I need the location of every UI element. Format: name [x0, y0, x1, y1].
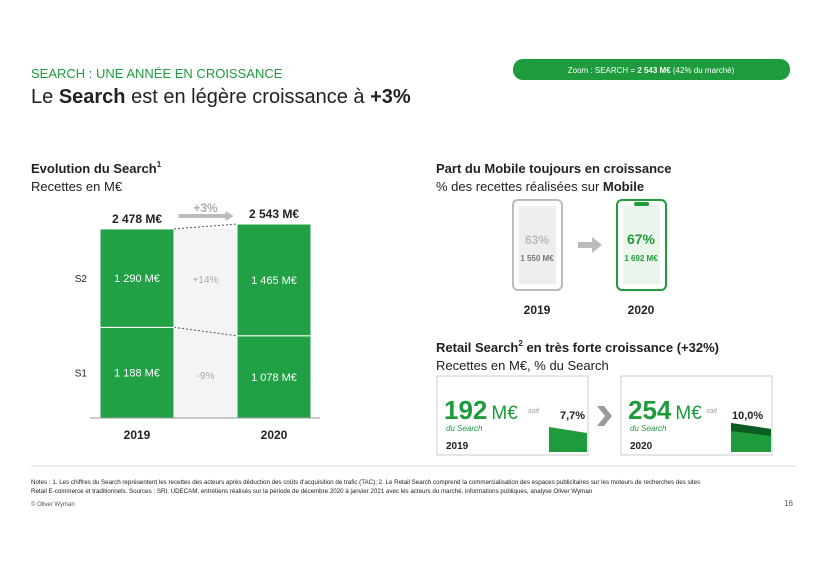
- note-line: Notes : 1. Les chiffres du Search représ…: [31, 479, 700, 486]
- bar-chart: 1 188 M€ 1 078 M€ S1 -9% 1 290 M€ 1 465 M€ S2 +…: [75, 201, 320, 442]
- change-label: +14%: [193, 275, 219, 286]
- copyright: © Oliver Wyman: [31, 501, 75, 508]
- segment-label: 1 188 M€: [114, 368, 160, 380]
- retail-year: 2019: [446, 441, 469, 452]
- retail-label: du Search: [446, 424, 483, 433]
- value: 192: [444, 395, 487, 425]
- retail-share: 7,7%: [560, 410, 585, 422]
- superscript: 1: [157, 160, 162, 169]
- mobile-share: 63%: [525, 233, 549, 247]
- retail-box: 254 M€ soit 10,0% du Search 2020: [620, 375, 773, 456]
- bar-segment: [236, 223, 312, 337]
- unit: M€: [491, 403, 518, 424]
- retail-value: 192 M€: [444, 395, 518, 425]
- gap-band: [174, 228, 237, 418]
- connector: [173, 326, 238, 337]
- segment-label: 1 290 M€: [114, 273, 160, 285]
- zoom-part: (42% du marché): [671, 66, 735, 75]
- page-number: 16: [784, 499, 793, 508]
- unit: M€: [675, 403, 702, 424]
- series-name: S1: [75, 369, 88, 380]
- title-part: +3%: [370, 86, 411, 108]
- kicker: SEARCH : UNE ANNÉE EN CROISSANCE: [31, 66, 283, 81]
- title-part: Search: [59, 86, 126, 108]
- chart-title: Evolution du Search1: [31, 160, 162, 176]
- bar-segment: [99, 228, 175, 328]
- mobile-amount: 1 550 M€: [520, 254, 554, 263]
- zoom-part: 2 543 M€: [637, 66, 671, 75]
- box-graphic: [731, 423, 771, 436]
- zoom-pill: [513, 59, 790, 80]
- title-part: Retail Search: [436, 340, 518, 355]
- chart-title-text: Evolution du Search: [31, 161, 157, 176]
- mobile-share: 67%: [627, 231, 656, 247]
- retail-title: Retail Search2 en très forte croissance …: [436, 339, 719, 355]
- mobile-year: 2020: [628, 303, 655, 317]
- mobile-subtitle: % des recettes réalisées sur Mobile: [436, 179, 644, 194]
- arrow: [578, 237, 602, 253]
- bar-segment: [99, 326, 175, 419]
- retail-year: 2020: [630, 441, 653, 452]
- slide-title: Le Search est en légère croissance à +3%: [31, 86, 411, 108]
- total-arrow: [178, 211, 234, 221]
- total-label: 2 478 M€: [112, 212, 162, 226]
- total-change: +3%: [193, 201, 218, 215]
- note-line: Retail E-commerce et traditionnels. Sour…: [31, 488, 593, 495]
- box-graphic: [549, 427, 587, 452]
- mobile-title: Part du Mobile toujours en croissance: [436, 161, 672, 176]
- mobile-amount: 1 692 M€: [624, 254, 658, 263]
- soit: soit: [706, 408, 718, 415]
- connector: [173, 223, 238, 230]
- subtitle-part: Mobile: [603, 179, 644, 194]
- chevron: [597, 406, 612, 426]
- zoom-part: Zoom : SEARCH =: [568, 66, 638, 75]
- retail-subtitle: Recettes en M€, % du Search: [436, 358, 609, 373]
- segment-label: 1 465 M€: [251, 275, 297, 287]
- superscript: 2: [518, 339, 523, 348]
- retail-box: 192 M€ soit 7,7% du Search 2019: [436, 375, 589, 456]
- category-label: 2019: [124, 428, 151, 442]
- segment-label: 1 078 M€: [251, 372, 297, 384]
- category-label: 2020: [261, 428, 288, 442]
- retail-label: du Search: [630, 424, 667, 433]
- value: 254: [628, 395, 672, 425]
- title-part: en très forte croissance (+32%): [523, 340, 719, 355]
- chart-subtitle: Recettes en M€: [31, 179, 123, 194]
- soit: soit: [528, 408, 540, 415]
- subtitle-part: % des recettes réalisées sur: [436, 179, 603, 194]
- retail-value: 254 M€: [628, 395, 702, 425]
- phone-screen: [623, 206, 660, 284]
- bar-segment: [236, 335, 312, 419]
- zoom-text: Zoom : SEARCH = 2 543 M€ (42% du marché): [568, 66, 735, 75]
- title-part: Le: [31, 86, 59, 108]
- phone-notch: [634, 202, 649, 206]
- total-label: 2 543 M€: [249, 207, 299, 221]
- title-part: est en légère croissance à: [126, 86, 371, 108]
- retail-share: 10,0%: [732, 410, 763, 422]
- series-name: S2: [75, 274, 88, 285]
- phone-screen: [519, 206, 556, 284]
- mobile-year: 2019: [524, 303, 551, 317]
- change-label: -9%: [197, 371, 215, 382]
